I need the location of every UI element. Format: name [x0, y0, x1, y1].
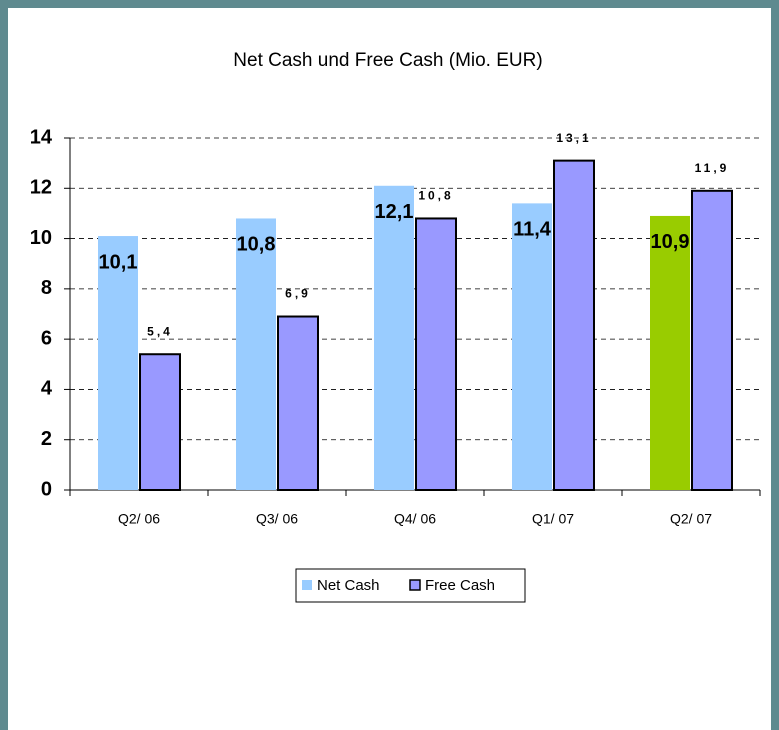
value-label: 10,8	[418, 189, 453, 203]
bar	[277, 315, 319, 491]
chart-title: Net Cash und Free Cash (Mio. EUR)	[233, 50, 542, 71]
y-tick-label: 12	[30, 177, 52, 199]
legend-swatch	[302, 580, 312, 590]
x-tick-label: Q3/ 06	[256, 511, 298, 527]
y-tick-label: 2	[41, 428, 52, 450]
value-label: 13,1	[556, 131, 591, 145]
frame-right	[771, 0, 779, 730]
value-label: 10,1	[99, 251, 138, 273]
bar	[139, 353, 181, 491]
frame-left	[0, 0, 8, 730]
legend-label: Free Cash	[425, 577, 495, 594]
bar	[98, 236, 138, 490]
bar	[415, 217, 457, 491]
value-label: 11,4	[513, 219, 552, 241]
bar	[691, 189, 733, 492]
value-label: 10,8	[237, 234, 276, 256]
y-tick-label: 10	[30, 227, 52, 249]
value-label: 10,9	[651, 231, 690, 253]
value-label: 5,4	[147, 324, 173, 338]
x-tick-label: Q2/ 06	[118, 511, 160, 527]
legend-swatch	[409, 579, 421, 591]
value-label: 12,1	[375, 201, 414, 223]
x-tick-label: Q1/ 07	[532, 511, 574, 527]
y-tick-label: 0	[41, 478, 52, 500]
value-label: 11,9	[695, 161, 730, 175]
legend-label: Net Cash	[317, 577, 380, 594]
legend-box	[295, 568, 526, 603]
y-tick-label: 6	[41, 327, 52, 349]
y-tick-label: 14	[30, 126, 53, 148]
value-label: 6,9	[285, 287, 311, 301]
y-tick-label: 8	[41, 277, 52, 299]
x-tick-label: Q2/ 07	[670, 511, 712, 527]
frame-top	[0, 0, 779, 8]
y-tick-label: 4	[41, 378, 53, 400]
bar	[650, 215, 690, 490]
bar	[553, 159, 595, 491]
bar	[236, 218, 276, 490]
bar	[374, 185, 414, 490]
x-tick-label: Q4/ 06	[394, 511, 436, 527]
bar	[512, 203, 552, 490]
